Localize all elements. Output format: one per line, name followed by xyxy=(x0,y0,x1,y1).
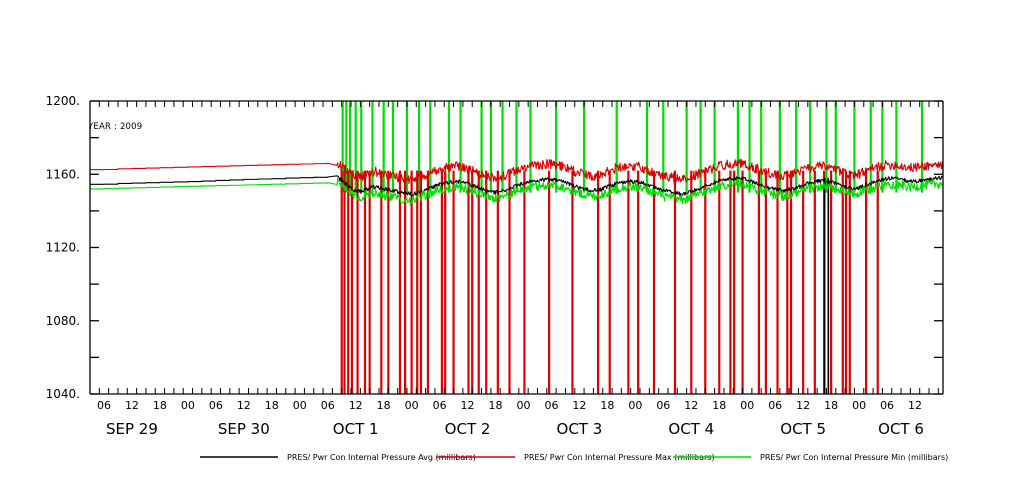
x-day-label: SEP 29 xyxy=(106,420,158,438)
y-tick-label: 1040. xyxy=(46,387,80,401)
x-hour-label: 06 xyxy=(768,399,782,412)
x-day-label: OCT 3 xyxy=(557,420,603,438)
x-hour-label: 06 xyxy=(433,399,447,412)
x-hour-label: 00 xyxy=(516,399,530,412)
x-hour-label: 18 xyxy=(824,399,838,412)
mask-right xyxy=(944,0,1009,504)
series-line-0 xyxy=(90,175,944,197)
x-day-label: OCT 4 xyxy=(668,420,714,438)
mask-top xyxy=(0,0,1009,101)
x-hour-label: 00 xyxy=(628,399,642,412)
x-hour-label: 12 xyxy=(572,399,586,412)
x-hour-label: 06 xyxy=(656,399,670,412)
x-hour-label: 06 xyxy=(544,399,558,412)
x-hour-label: 06 xyxy=(321,399,335,412)
x-day-label: OCT 5 xyxy=(780,420,826,438)
series-line-2 xyxy=(90,177,944,206)
x-hour-label: 00 xyxy=(740,399,754,412)
x-hour-label: 12 xyxy=(796,399,810,412)
legend-label-0: PRES/ Pwr Con Internal Pressure Avg (mil… xyxy=(287,453,476,462)
legend-label-2: PRES/ Pwr Con Internal Pressure Min (mil… xyxy=(760,453,948,462)
series-line-1 xyxy=(90,158,944,185)
x-hour-label: 06 xyxy=(209,399,223,412)
y-tick-label: 1200. xyxy=(46,94,80,108)
x-hour-label: 18 xyxy=(600,399,614,412)
x-hour-label: 18 xyxy=(153,399,167,412)
x-hour-label: 06 xyxy=(880,399,894,412)
x-day-label: OCT 2 xyxy=(445,420,491,438)
x-hour-label: 00 xyxy=(181,399,195,412)
x-hour-label: 00 xyxy=(405,399,419,412)
x-hour-label: 00 xyxy=(293,399,307,412)
y-tick-label: 1080. xyxy=(46,314,80,328)
x-day-label: SEP 30 xyxy=(218,420,270,438)
x-hour-label: 12 xyxy=(237,399,251,412)
x-hour-label: 12 xyxy=(125,399,139,412)
x-hour-label: 00 xyxy=(852,399,866,412)
x-hour-label: 12 xyxy=(684,399,698,412)
x-hour-label: 18 xyxy=(712,399,726,412)
x-day-label: OCT 6 xyxy=(878,420,924,438)
legend-label-1: PRES/ Pwr Con Internal Pressure Max (mil… xyxy=(524,453,715,462)
x-hour-label: 12 xyxy=(908,399,922,412)
x-day-label: OCT 1 xyxy=(333,420,379,438)
x-hour-label: 12 xyxy=(349,399,363,412)
y-tick-label: 1120. xyxy=(46,241,80,255)
x-hour-label: 12 xyxy=(461,399,475,412)
mask-left xyxy=(0,0,90,504)
year-text: YEAR : 2009 xyxy=(88,121,143,132)
x-hour-label: 18 xyxy=(489,399,503,412)
x-hour-label: 18 xyxy=(265,399,279,412)
x-hour-label: 06 xyxy=(97,399,111,412)
y-tick-label: 1160. xyxy=(46,167,80,181)
x-hour-label: 18 xyxy=(377,399,391,412)
mask-bottom xyxy=(0,395,1009,504)
